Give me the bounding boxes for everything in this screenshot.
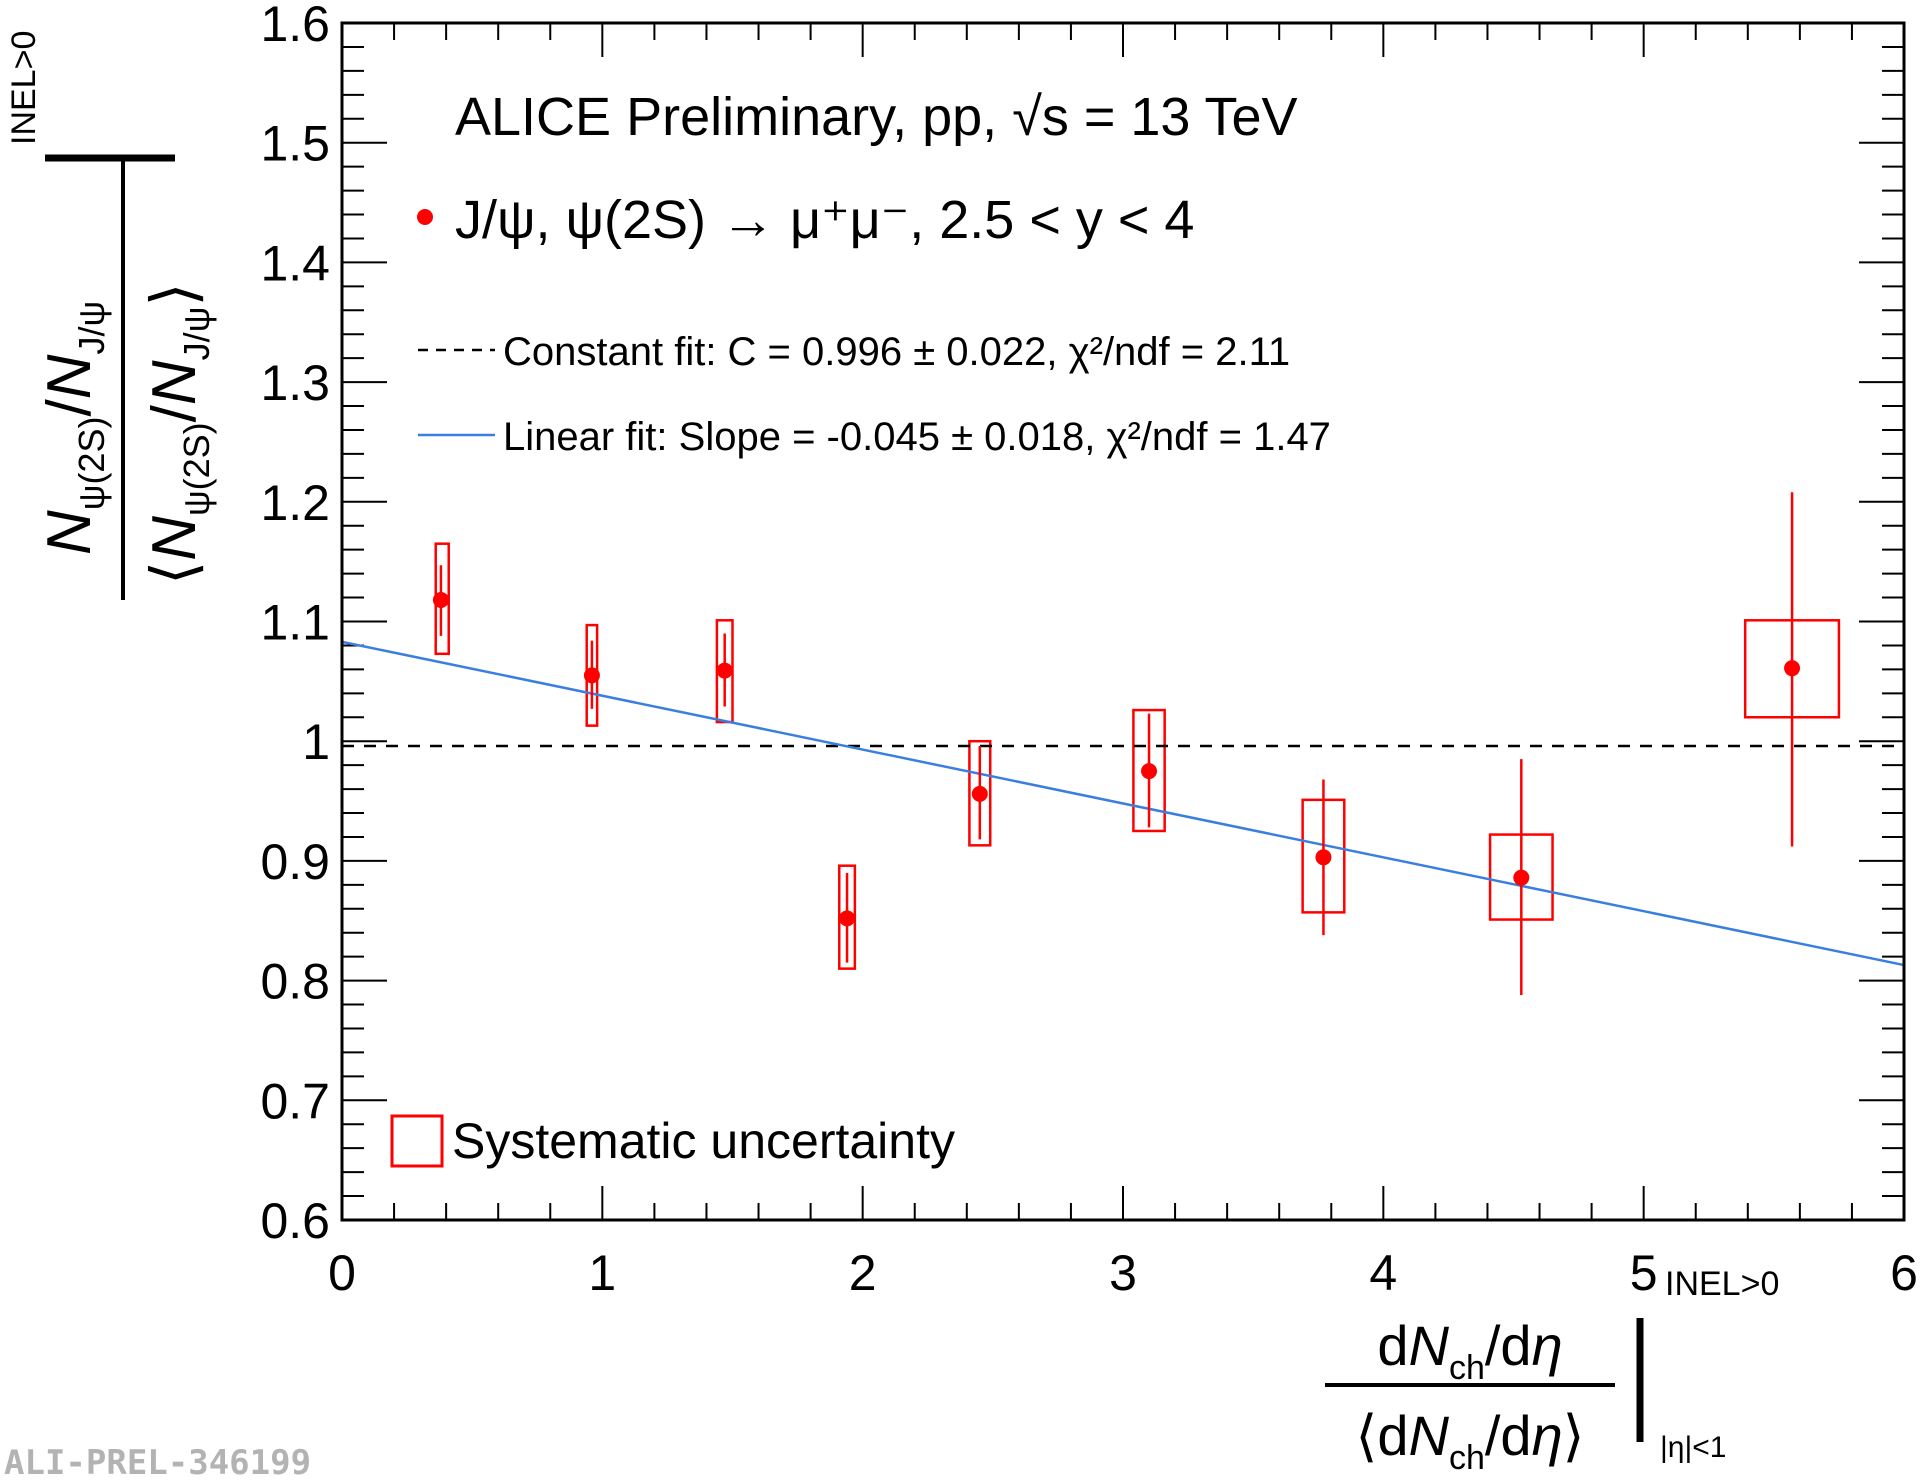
x-tick-label: 0 <box>328 1245 356 1301</box>
svg-text:INEL>0: INEL>0 <box>1665 1265 1779 1303</box>
y-tick-label: 1.3 <box>260 355 330 411</box>
x-tick-labels: 0 1 2 3 4 5 6 <box>328 1245 1918 1301</box>
y-tick-label: 1.5 <box>260 116 330 172</box>
x-tick-label: 5 <box>1630 1245 1658 1301</box>
axis-ticks <box>341 22 1905 1221</box>
legend-series-label: J/ψ, ψ(2S) → μ⁺μ⁻, 2.5 < y < 4 <box>455 190 1194 250</box>
data-point <box>971 785 988 802</box>
svg-text:⟨dNch/dη⟩: ⟨dNch/dη⟩ <box>1355 1404 1584 1477</box>
legend-const-label: Constant fit: C = 0.996 ± 0.022, χ²/ndf … <box>503 330 1290 374</box>
legend-title-text: ALICE Preliminary, pp, √s = 13 TeV <box>455 87 1298 147</box>
data-point <box>716 662 733 679</box>
y-tick-label: 1.1 <box>260 595 330 651</box>
data-point <box>432 591 449 608</box>
linear-fit-line <box>341 640 1905 967</box>
x-tick-label: 4 <box>1369 1245 1397 1301</box>
y-axis-label: Nψ(2S)/NJ/ψ ⟨Nψ(2S)/NJ/ψ⟩ INEL>0 <box>5 31 217 600</box>
y-tick-labels: 0.6 0.7 0.8 0.9 1 1.1 1.2 1.3 1.4 1.5 1.6 <box>260 0 330 1249</box>
svg-text:|η|<1: |η|<1 <box>1660 1431 1726 1464</box>
plot-frame <box>340 21 1906 1222</box>
data-point <box>583 667 600 684</box>
watermark: ALI-PREL-346199 <box>4 1443 312 1483</box>
legend-title: ALICE Preliminary, pp, √s = 13 TeV <box>455 87 1298 147</box>
data-point <box>1315 849 1332 866</box>
svg-text:INEL>0: INEL>0 <box>5 31 43 145</box>
data-point <box>1784 660 1801 677</box>
systematic-boxes <box>434 542 1841 970</box>
y-tick-label: 0.6 <box>260 1193 330 1249</box>
legend-linear-label: Linear fit: Slope = -0.045 ± 0.018, χ²/n… <box>503 415 1331 459</box>
systematic-box <box>1132 708 1166 833</box>
x-tick-label: 1 <box>588 1245 616 1301</box>
data-points <box>432 591 1801 927</box>
data-point <box>839 910 856 927</box>
y-tick-label: 0.7 <box>260 1073 330 1129</box>
svg-text:Nψ(2S)/NJ/ψ: Nψ(2S)/NJ/ψ <box>35 301 112 555</box>
y-tick-label: 1.6 <box>260 0 330 52</box>
data-point <box>1513 869 1530 886</box>
y-tick-label: 1.4 <box>260 235 330 291</box>
x-tick-label: 3 <box>1109 1245 1137 1301</box>
y-tick-label: 1 <box>302 714 330 770</box>
y-tick-label: 0.8 <box>260 954 330 1010</box>
x-axis-label: dNch/dη ⟨dNch/dη⟩ INEL>0 |η|<1 <box>1325 1265 1779 1477</box>
legend-syst-box <box>390 1114 444 1168</box>
svg-text:dNch/dη: dNch/dη <box>1377 1314 1562 1387</box>
statistical-error-bars <box>439 492 1794 995</box>
data-point <box>1141 763 1158 780</box>
x-tick-label: 6 <box>1890 1245 1918 1301</box>
svg-text:⟨Nψ(2S)/NJ/ψ⟩: ⟨Nψ(2S)/NJ/ψ⟩ <box>140 282 217 585</box>
legend-syst-label: Systematic uncertainty <box>452 1113 955 1169</box>
y-tick-label: 0.9 <box>260 834 330 890</box>
x-tick-label: 2 <box>849 1245 877 1301</box>
systematic-box <box>968 739 992 847</box>
y-tick-label: 1.2 <box>260 475 330 531</box>
legend-marker <box>417 209 433 225</box>
